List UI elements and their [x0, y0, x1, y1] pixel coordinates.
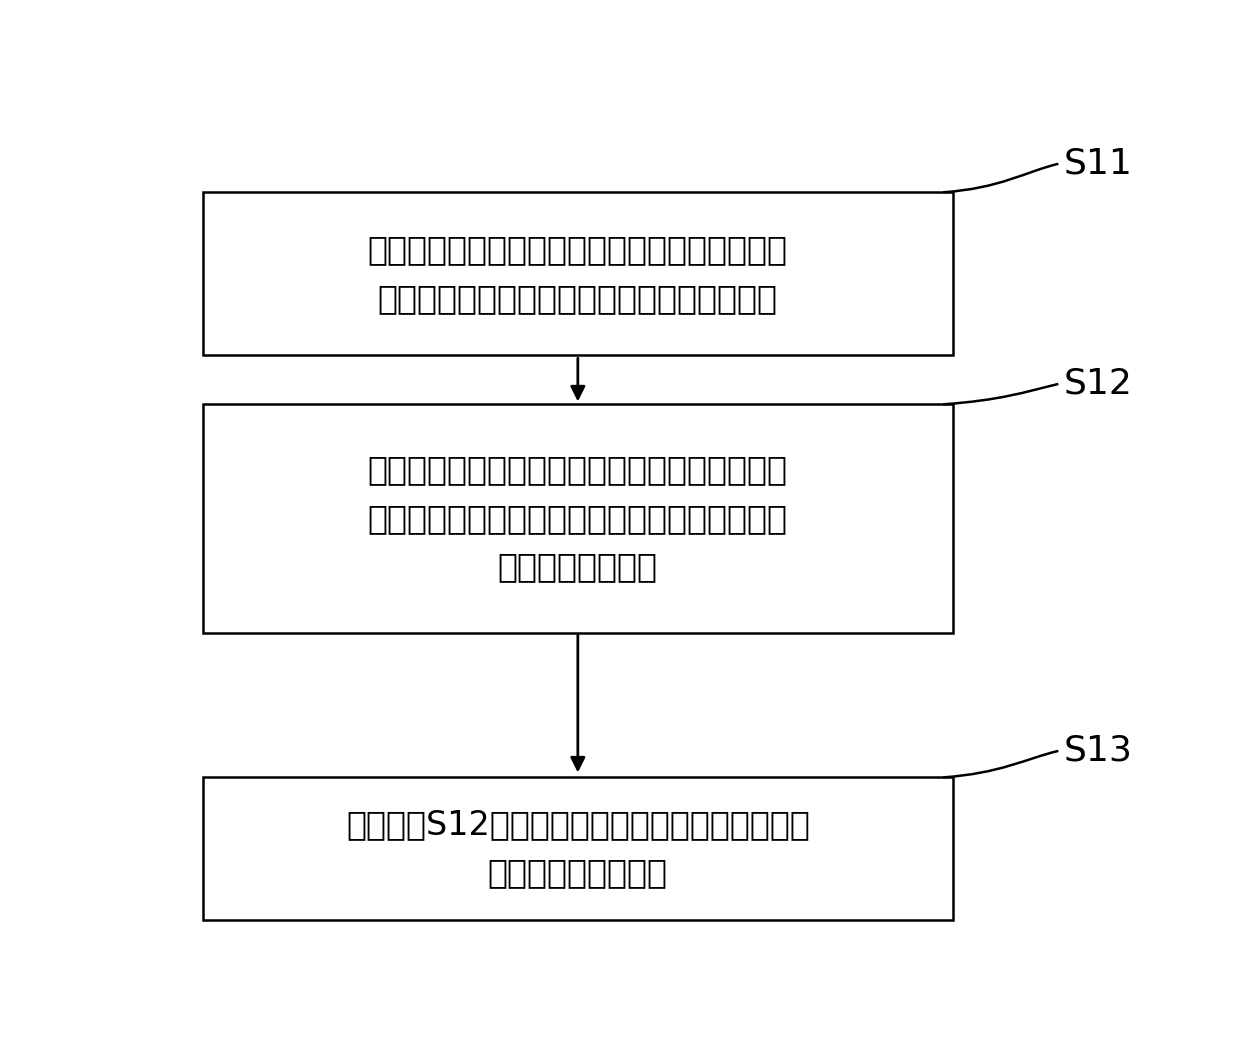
- Bar: [203, 193, 952, 356]
- Text: 控制模块适于根据各固定功率模块的编号选出小
于且最近充电输出端输出功率的固定功率模块: 控制模块适于根据各固定功率模块的编号选出小 于且最近充电输出端输出功率的固定功率…: [368, 233, 787, 315]
- Text: S13: S13: [1063, 734, 1132, 768]
- Bar: [203, 405, 952, 632]
- Text: 重复步骤S12直至各固定功率模块的输出总功率与
充电输出功率相匹配: 重复步骤S12直至各固定功率模块的输出总功率与 充电输出功率相匹配: [346, 808, 810, 890]
- Text: S11: S11: [1063, 147, 1132, 181]
- Bar: [203, 777, 952, 920]
- Text: 计算充电输出端与当前固定功率模块输出总功率
的功率差值，再次选出小于且最接近的该功率差
值的固定功率模块: 计算充电输出端与当前固定功率模块输出总功率 的功率差值，再次选出小于且最接近的该…: [368, 453, 787, 584]
- Text: S12: S12: [1063, 366, 1132, 401]
